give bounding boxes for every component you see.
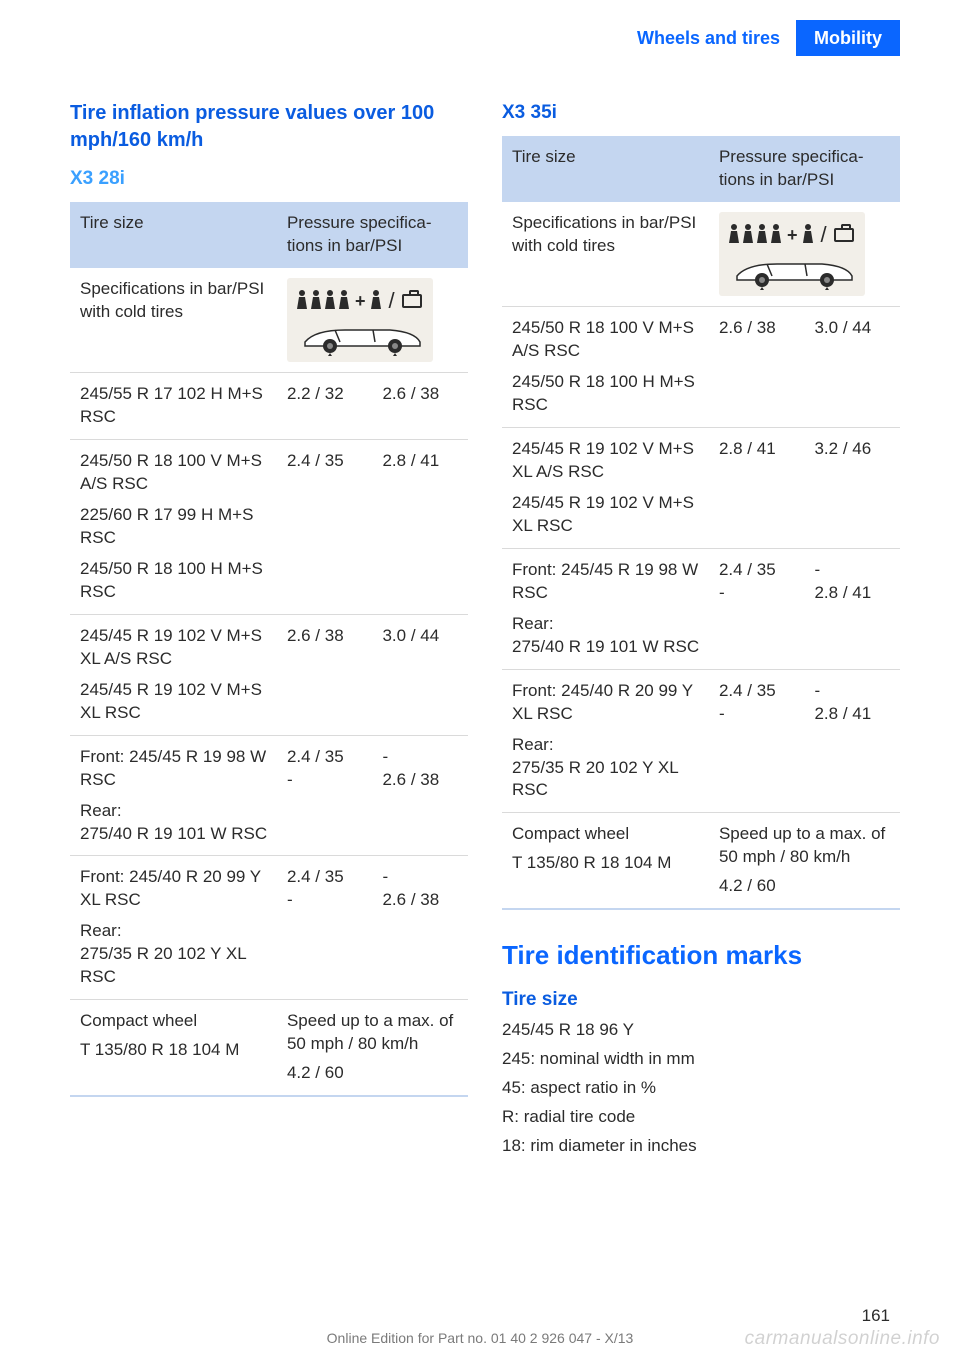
tire-size: 245/50 R 18 100 V M+S A/S RSC 245/50 R 1… [502, 307, 709, 428]
tire-size: Front: 245/45 R 19 98 W RSC Rear: 275/40… [70, 735, 277, 856]
right-column: X3 35i Tire size Pressure specifica‐ tio… [502, 100, 900, 1163]
pressure-value: - 2.8 / 41 [804, 669, 900, 813]
pressure-value: 2.4 / 35 - [709, 669, 805, 813]
briefcase-icon [402, 294, 422, 308]
spec-icon-cell: + / [277, 268, 468, 373]
model-heading: X3 28i [70, 166, 468, 192]
table-row: Front: 245/40 R 20 99 Y XL RSC Rear: 275… [70, 856, 468, 1000]
slash-icon: / [820, 220, 826, 250]
load-icon: + / [719, 212, 865, 296]
header-chapter: Wheels and tires [621, 20, 796, 56]
spec-row: Specifications in bar/PSI with cold tire… [70, 268, 468, 373]
tire-size: Front: 245/40 R 20 99 Y XL RSC Rear: 275… [502, 669, 709, 813]
th-tiresize: Tire size [70, 202, 277, 268]
section-heading: Tire inflation pressure values over 100 … [70, 100, 468, 154]
car-icon [727, 256, 857, 290]
table-row: 245/50 R 18 100 V M+S A/S RSC 225/60 R 1… [70, 440, 468, 615]
pressure-value: 2.6 / 38 [277, 614, 373, 735]
pressure-value: 2.6 / 38 [709, 307, 805, 428]
car-icon [295, 322, 425, 356]
tire-size: Front: 245/40 R 20 99 Y XL RSC Rear: 275… [70, 856, 277, 1000]
footer-text: Online Edition for Part no. 01 40 2 926 … [0, 1329, 960, 1348]
table-row: Front: 245/45 R 19 98 W RSC Rear: 275/40… [70, 735, 468, 856]
body-text: R: radial tire code [502, 1106, 900, 1129]
pressure-value: 3.2 / 46 [804, 428, 900, 549]
pressure-value: - 2.6 / 38 [372, 856, 468, 1000]
slash-icon: / [388, 286, 394, 316]
page-number: 161 [862, 1305, 890, 1328]
tire-size: 245/45 R 19 102 V M+S XL A/S RSC 245/45 … [70, 614, 277, 735]
compact-wheel-row: Compact wheel T 135/80 R 18 104 M Speed … [502, 813, 900, 909]
pressure-value: 2.4 / 35 [277, 440, 373, 615]
header-strip: Wheels and tires Mobility [70, 20, 900, 56]
pressure-value: 2.4 / 35 - [277, 735, 373, 856]
compact-wheel-note: Speed up to a max. of 50 mph / 80 km/h 4… [709, 813, 900, 909]
subsection-heading: Tire size [502, 987, 900, 1013]
model-heading: X3 35i [502, 100, 900, 126]
pressure-value: 2.8 / 41 [372, 440, 468, 615]
plus-icon: + [355, 289, 366, 313]
plus-icon: + [787, 223, 798, 247]
th-tiresize: Tire size [502, 136, 709, 202]
th-pressure: Pressure specifica‐ tions in bar/PSI [277, 202, 468, 268]
pressure-value: 2.4 / 35 - [709, 548, 805, 669]
pressure-value: 2.2 / 32 [277, 373, 373, 440]
tire-size: Front: 245/45 R 19 98 W RSC Rear: 275/40… [502, 548, 709, 669]
th-pressure: Pressure specifica‐ tions in bar/PSI [709, 136, 900, 202]
pressure-table-x3-28i: Tire size Pressure specifica‐ tions in b… [70, 202, 468, 1097]
spec-icon-cell: + / [709, 202, 900, 307]
pressure-table-x3-35i: Tire size Pressure specifica‐ tions in b… [502, 136, 900, 910]
people-icon [295, 289, 351, 313]
tire-size: 245/55 R 17 102 H M+S RSC [70, 373, 277, 440]
body-text: 245/45 R 18 96 Y [502, 1019, 900, 1042]
pressure-value: - 2.8 / 41 [804, 548, 900, 669]
compact-wheel-note: Speed up to a max. of 50 mph / 80 km/h 4… [277, 1000, 468, 1096]
table-row: Front: 245/40 R 20 99 Y XL RSC Rear: 275… [502, 669, 900, 813]
left-column: Tire inflation pressure values over 100 … [70, 100, 468, 1163]
body-text: 45: aspect ratio in % [502, 1077, 900, 1100]
pressure-value: 2.4 / 35 - [277, 856, 373, 1000]
pressure-value: 3.0 / 44 [372, 614, 468, 735]
briefcase-icon [834, 228, 854, 242]
pressure-value: - 2.6 / 38 [372, 735, 468, 856]
tire-size: 245/45 R 19 102 V M+S XL A/S RSC 245/45 … [502, 428, 709, 549]
person-icon [801, 223, 815, 247]
spec-label: Specifications in bar/PSI with cold tire… [502, 202, 709, 307]
person-icon [369, 289, 383, 313]
compact-wheel-label: Compact wheel T 135/80 R 18 104 M [70, 1000, 277, 1096]
pressure-value: 2.6 / 38 [372, 373, 468, 440]
compact-wheel-row: Compact wheel T 135/80 R 18 104 M Speed … [70, 1000, 468, 1096]
spec-row: Specifications in bar/PSI with cold tire… [502, 202, 900, 307]
spec-label: Specifications in bar/PSI with cold tire… [70, 268, 277, 373]
body-text: 245: nominal width in mm [502, 1048, 900, 1071]
table-row: Front: 245/45 R 19 98 W RSC Rear: 275/40… [502, 548, 900, 669]
table-row: 245/45 R 19 102 V M+S XL A/S RSC 245/45 … [502, 428, 900, 549]
header-section: Mobility [796, 20, 900, 56]
compact-wheel-label: Compact wheel T 135/80 R 18 104 M [502, 813, 709, 909]
pressure-value: 3.0 / 44 [804, 307, 900, 428]
table-row: 245/45 R 19 102 V M+S XL A/S RSC 245/45 … [70, 614, 468, 735]
table-row: 245/55 R 17 102 H M+S RSC 2.2 / 32 2.6 /… [70, 373, 468, 440]
load-icon: + / [287, 278, 433, 362]
body-text: 18: rim diameter in inches [502, 1135, 900, 1158]
section-heading: Tire identification marks [502, 938, 900, 973]
pressure-value: 2.8 / 41 [709, 428, 805, 549]
tire-size: 245/50 R 18 100 V M+S A/S RSC 225/60 R 1… [70, 440, 277, 615]
table-row: 245/50 R 18 100 V M+S A/S RSC 245/50 R 1… [502, 307, 900, 428]
people-icon [727, 223, 783, 247]
